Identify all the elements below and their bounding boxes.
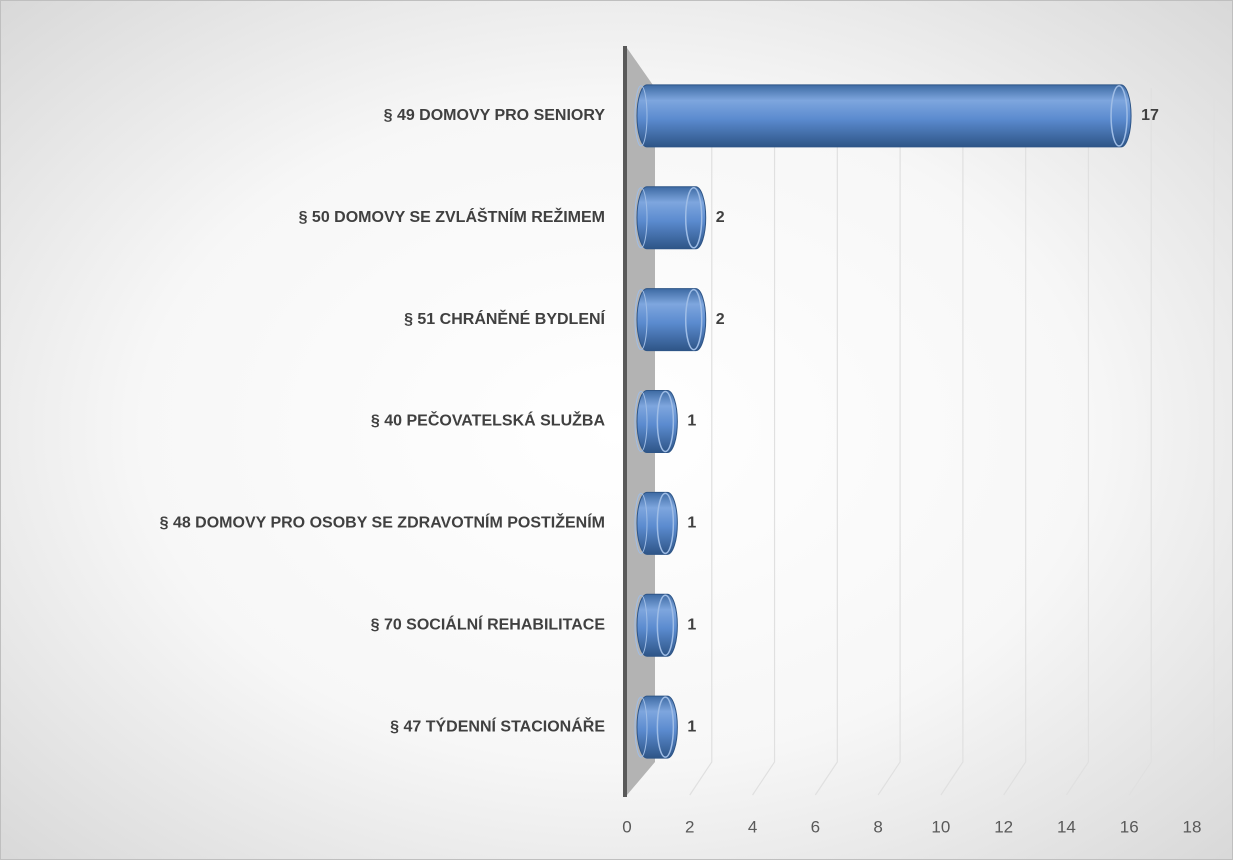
x-tick-label: 0 <box>622 817 631 836</box>
bar-cap <box>656 594 675 656</box>
grid-line <box>689 88 713 796</box>
x-tick-label: 6 <box>811 817 820 836</box>
grid-line <box>1191 88 1215 796</box>
bar-cap <box>1110 85 1128 147</box>
category-label: § 48 DOMOVY PRO OSOBY SE ZDRAVOTNÍM POST… <box>160 513 605 532</box>
x-tick-label: 2 <box>685 817 694 836</box>
bar-base <box>634 187 648 249</box>
x-tick-label: 4 <box>748 817 757 836</box>
bar-base <box>634 85 648 147</box>
data-label: 2 <box>716 209 725 226</box>
grid-line <box>1128 88 1152 796</box>
category-label: § 51 CHRÁNĚNÉ BYDLENÍ <box>404 309 605 328</box>
data-label: 17 <box>1141 107 1159 124</box>
x-tick-label: 16 <box>1120 817 1139 836</box>
bar-base <box>634 391 648 452</box>
category-label: § 50 DOMOVY SE ZVLÁŠTNÍM REŽIMEM <box>299 207 605 226</box>
data-label: 1 <box>687 616 696 633</box>
bar <box>636 84 1132 148</box>
grid-line <box>940 88 964 796</box>
x-tick-label: 8 <box>873 817 882 836</box>
x-tick-label: 12 <box>994 817 1013 836</box>
grid-line <box>1065 88 1090 796</box>
category-label: § 47 TÝDENNÍ STACIONÁŘE <box>390 716 605 735</box>
category-label: § 40 PEČOVATELSKÁ SLUŽBA <box>371 411 606 430</box>
bar-cap <box>656 492 675 555</box>
bar-cap <box>684 187 703 249</box>
grid-line <box>1003 88 1027 796</box>
bar-base <box>634 696 648 758</box>
grid-line <box>877 88 901 796</box>
grid-line <box>752 88 776 796</box>
category-label: § 70 SOCIÁLNÍ REHABILITACE <box>371 614 606 633</box>
bar-base <box>634 594 648 656</box>
data-label: 1 <box>687 515 696 532</box>
bar-cap <box>656 390 675 453</box>
data-label: 2 <box>716 311 725 328</box>
category-label: § 49 DOMOVY PRO SENIORY <box>384 107 606 124</box>
bar <box>636 186 707 250</box>
bar-base <box>634 289 648 351</box>
x-tick-label: 14 <box>1057 817 1076 836</box>
bar-cap <box>684 288 703 351</box>
bar <box>636 288 707 352</box>
data-label: 1 <box>687 413 696 430</box>
grid-line <box>814 88 838 796</box>
bar-base <box>634 492 648 554</box>
x-tick-label: 10 <box>931 817 950 836</box>
x-tick-label: 18 <box>1183 817 1202 836</box>
data-label: 1 <box>687 718 696 735</box>
bar-cap <box>656 696 675 758</box>
